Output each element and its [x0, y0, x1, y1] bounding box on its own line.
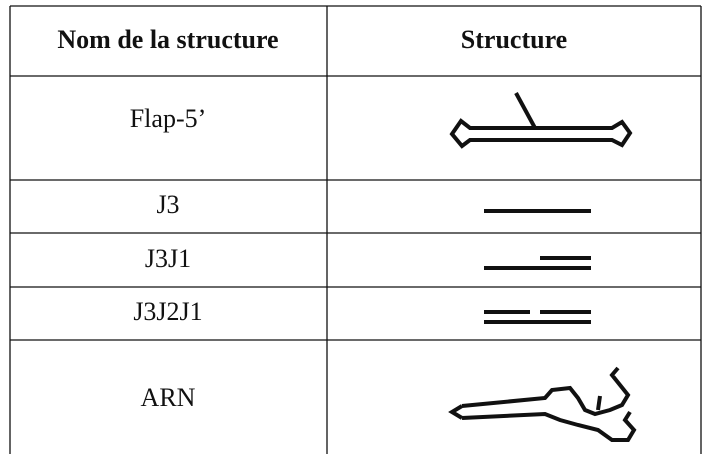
structure-name: ARN — [141, 383, 196, 412]
structure-name: Flap-5’ — [130, 104, 207, 133]
j3j1-structure — [484, 256, 591, 270]
j3j2j1-structure — [484, 310, 591, 324]
table-grid — [9, 5, 702, 454]
flap-structure — [449, 92, 633, 149]
structure-name: J3J2J1 — [133, 297, 202, 326]
column-header: Nom de la structure — [57, 25, 278, 54]
structure-name: J3J1 — [145, 244, 191, 273]
arn-structure — [448, 366, 637, 442]
column-header: Structure — [461, 25, 567, 54]
structure-name: J3 — [156, 190, 179, 219]
